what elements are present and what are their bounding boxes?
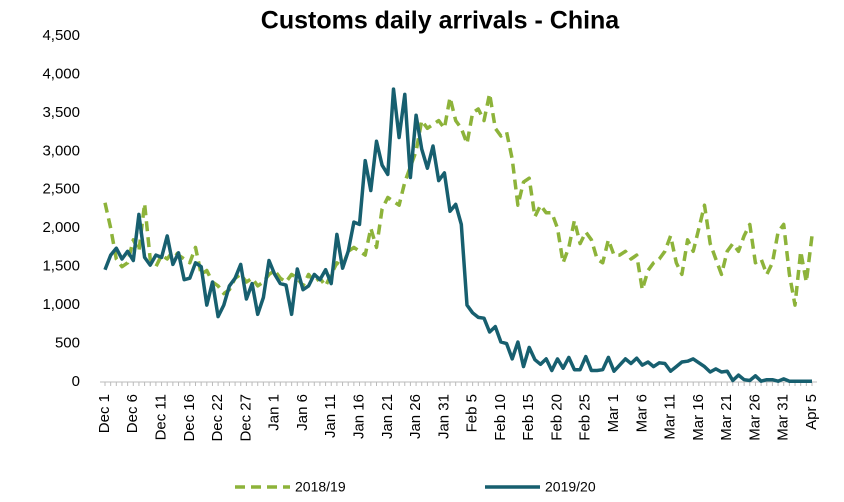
x-tick-label: Feb 10 [492, 394, 509, 441]
y-tick-label: 2,500 [42, 181, 80, 198]
legend-label: 2019/20 [545, 479, 596, 495]
x-tick-label: Jan 26 [407, 394, 424, 439]
y-tick-label: 2,000 [42, 219, 80, 236]
x-tick-label: Dec 1 [96, 394, 113, 433]
x-tick-label: Mar 21 [718, 394, 735, 441]
x-tick-label: Apr 5 [803, 394, 820, 430]
x-tick-label: Dec 27 [237, 394, 254, 442]
y-tick-label: 4,000 [42, 65, 80, 82]
x-tick-label: Mar 6 [633, 394, 650, 432]
y-tick-label: 0 [72, 373, 80, 390]
y-tick-label: 3,500 [42, 104, 80, 121]
x-tick-label: Jan 21 [379, 394, 396, 439]
x-tick-label: Jan 31 [435, 394, 452, 439]
y-tick-label: 3,000 [42, 142, 80, 159]
x-tick-label: Feb 15 [520, 394, 537, 441]
x-tick-label: Mar 1 [605, 394, 622, 432]
x-tick-label: Feb 25 [577, 394, 594, 441]
x-tick-label: Jan 1 [266, 394, 283, 431]
x-tick-label: Jan 11 [322, 394, 339, 438]
y-tick-label: 1,000 [42, 296, 80, 313]
x-tick-label: Mar 11 [662, 394, 679, 440]
x-tick-label: Feb 5 [464, 394, 481, 432]
x-tick-label: Jan 16 [350, 394, 367, 439]
x-tick-label: Mar 16 [690, 394, 707, 441]
x-tick-label: Dec 22 [209, 394, 226, 442]
x-tick-label: Dec 11 [153, 394, 170, 440]
series-line [103, 87, 812, 383]
x-tick-label: Feb 20 [548, 394, 565, 441]
x-tick-label: Dec 6 [124, 394, 141, 433]
legend-label: 2018/19 [295, 479, 346, 495]
y-tick-label: 500 [55, 335, 80, 352]
series-line [103, 91, 814, 307]
x-tick-label: Jan 6 [294, 394, 311, 431]
x-tick-label: Dec 16 [181, 394, 198, 442]
x-tick-label: Mar 26 [746, 394, 763, 441]
y-tick-label: 4,500 [42, 27, 80, 44]
x-tick-label: Mar 31 [775, 394, 792, 441]
chart-title: Customs daily arrivals - China [261, 7, 621, 35]
y-tick-label: 1,500 [42, 258, 80, 275]
